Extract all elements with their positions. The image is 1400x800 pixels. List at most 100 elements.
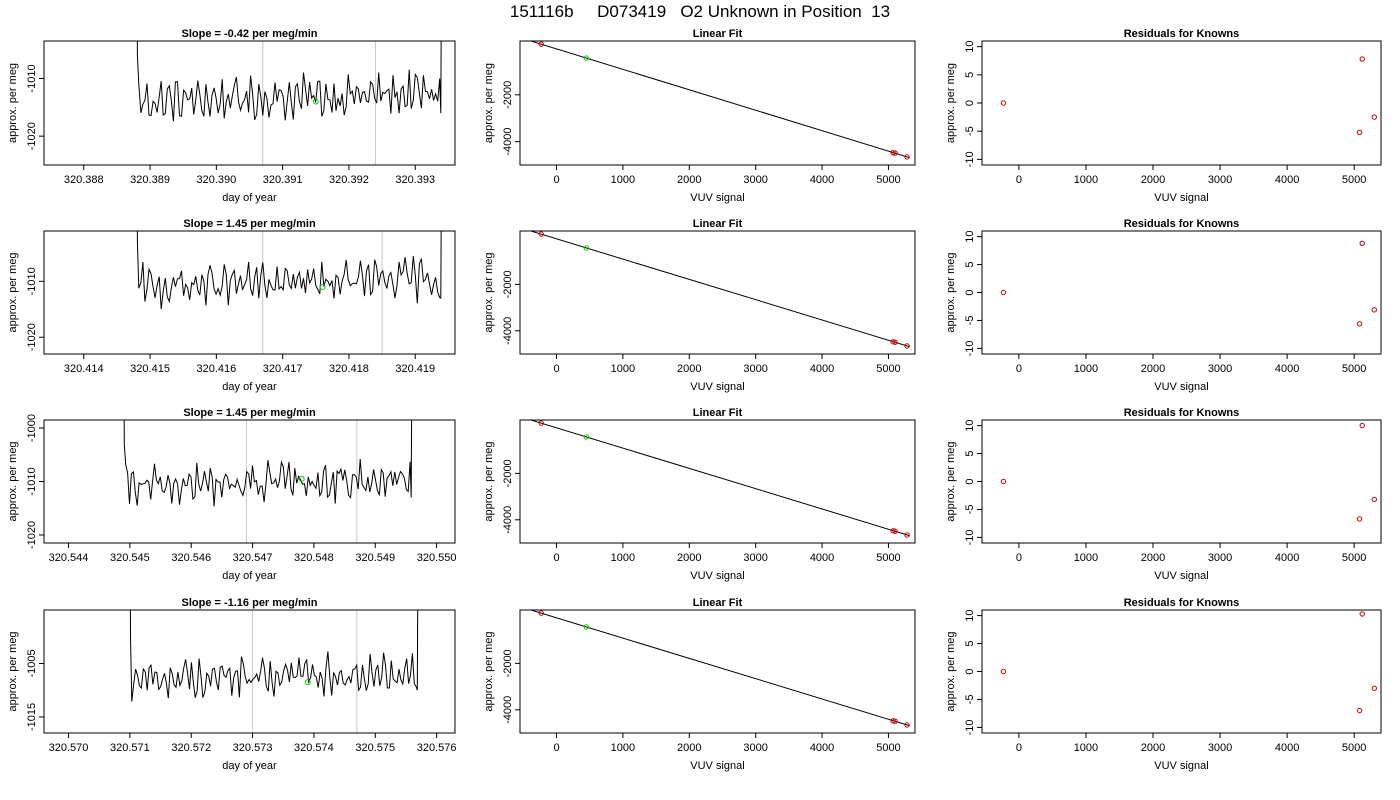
x-tick-label: 2000 — [1141, 174, 1165, 186]
plot-area — [1000, 611, 1377, 714]
green-point — [583, 624, 590, 630]
panel-title: Residuals for Knowns — [1124, 28, 1240, 40]
panel-title: Residuals for Knowns — [1124, 407, 1240, 419]
red-point — [904, 343, 910, 349]
panel-title: Slope = -0.42 per meg/min — [181, 28, 317, 40]
plot-area — [529, 610, 910, 728]
x-tick-label: 5000 — [1342, 174, 1366, 186]
y-tick-label: -2000 — [502, 270, 514, 298]
x-tick-label: 0 — [1016, 742, 1022, 754]
fit-line — [529, 610, 910, 727]
plot-frame — [519, 40, 916, 166]
x-axis-label: VUV signal — [1154, 381, 1208, 393]
x-tick-label: 4000 — [810, 363, 834, 375]
x-tick-label: 3000 — [1208, 742, 1232, 754]
x-tick-label: 320.416 — [196, 363, 236, 375]
plot-frame — [981, 40, 1382, 166]
y-tick-label: -1020 — [26, 323, 38, 351]
y-tick-label: 10 — [964, 419, 976, 431]
red-point — [538, 231, 544, 237]
x-tick-label: 2000 — [677, 552, 701, 564]
x-tick-label: 3000 — [1208, 174, 1232, 186]
red-point — [892, 339, 898, 345]
x-tick-label: 320.391 — [263, 174, 303, 186]
y-axis-label: approx. per meg — [483, 252, 495, 332]
red-point — [1000, 289, 1007, 296]
y-axis-label: approx. per meg — [945, 252, 957, 332]
plot-frame — [981, 230, 1382, 355]
plot-frame — [981, 609, 1382, 734]
red-point — [1000, 668, 1007, 675]
x-tick-label: 320.574 — [294, 742, 334, 754]
x-axis-label: day of year — [222, 570, 277, 582]
plot-area — [1000, 56, 1377, 136]
x-tick-label: 1000 — [1074, 363, 1098, 375]
x-axis-label: VUV signal — [690, 570, 744, 582]
x-axis-label: VUV signal — [690, 760, 744, 772]
x-tick-label: 0 — [1016, 363, 1022, 375]
plot-frame — [519, 230, 916, 355]
x-tick-label: 2000 — [1141, 552, 1165, 564]
plot-area — [136, 41, 442, 165]
x-tick-label: 2000 — [1141, 742, 1165, 754]
panel-title: Residuals for Knowns — [1124, 218, 1240, 230]
x-tick-label: 1000 — [1074, 174, 1098, 186]
y-tick-label: -4000 — [502, 696, 514, 724]
x-tick-label: 320.575 — [355, 742, 395, 754]
red-point — [1371, 685, 1377, 691]
panel-r3-c1: Linear Fit 0 1000 2000 3000 4000 5000 -4000 -200… — [483, 597, 916, 772]
x-tick-label: 3000 — [1208, 552, 1232, 564]
red-point — [538, 610, 544, 616]
y-tick-label: -10 — [964, 151, 976, 167]
y-axis-label: approx. per meg — [7, 252, 19, 332]
red-point — [1359, 56, 1365, 62]
y-tick-label: 10 — [964, 230, 976, 242]
x-tick-label: 5000 — [1342, 742, 1366, 754]
y-tick-label: 0 — [964, 100, 976, 106]
plot-frame — [519, 419, 916, 544]
red-point — [892, 528, 898, 534]
red-point — [1371, 307, 1377, 313]
x-axis-label: VUV signal — [1154, 570, 1208, 582]
x-tick-label: 4000 — [810, 552, 834, 564]
red-point — [1356, 516, 1363, 522]
panel-title: Linear Fit — [693, 218, 743, 230]
plot-area — [529, 420, 910, 538]
green-point — [312, 98, 319, 105]
y-tick-label: -1015 — [26, 703, 38, 731]
red-point — [1359, 422, 1365, 429]
x-tick-label: 320.389 — [130, 174, 170, 186]
y-axis-label: approx. per meg — [7, 63, 19, 143]
y-tick-label: 0 — [964, 478, 976, 484]
plot-frame — [43, 40, 456, 166]
panel-r3-c0: Slope = -1.16 per meg/min 320.570 320.571 3… — [7, 597, 456, 772]
y-tick-label: -2000 — [502, 649, 514, 677]
x-tick-label: 1000 — [611, 742, 635, 754]
y-axis-label: approx. per meg — [7, 441, 19, 521]
x-tick-label: 2000 — [1141, 363, 1165, 375]
x-tick-label: 320.549 — [355, 552, 395, 564]
red-point — [1359, 240, 1365, 247]
x-tick-label: 320.548 — [294, 552, 334, 564]
plot-area — [529, 231, 910, 349]
red-point — [904, 722, 910, 728]
panel-r2-c0: Slope = 1.45 per meg/min 320.544 320.545 32… — [7, 407, 456, 582]
x-tick-label: 0 — [553, 742, 559, 754]
red-point — [1359, 611, 1365, 617]
y-tick-label: 0 — [964, 668, 976, 674]
panel-r2-c1: Linear Fit 0 1000 2000 3000 4000 5000 -4000 -200… — [483, 407, 916, 582]
x-tick-label: 3000 — [743, 363, 767, 375]
plot-frame — [43, 609, 456, 734]
red-point — [1356, 321, 1363, 327]
plot-area — [1000, 240, 1377, 327]
x-tick-label: 320.547 — [233, 552, 273, 564]
plot-area — [529, 41, 910, 160]
y-tick-label: -4000 — [502, 317, 514, 345]
x-tick-label: 3000 — [1208, 363, 1232, 375]
panel-title: Slope = -1.16 per meg/min — [181, 597, 317, 609]
x-tick-label: 320.392 — [329, 174, 369, 186]
panel-r1-c1: Linear Fit 0 1000 2000 3000 4000 5000 -4000 -200… — [483, 218, 916, 393]
x-tick-label: 2000 — [677, 742, 701, 754]
y-tick-label: -1010 — [26, 267, 38, 295]
